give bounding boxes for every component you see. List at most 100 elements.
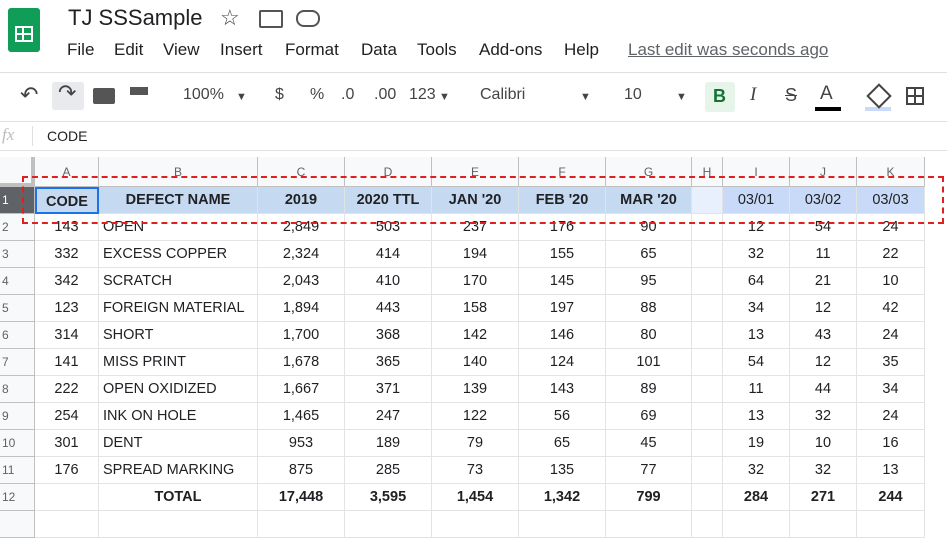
cell[interactable]: 12 [790, 349, 857, 376]
cell[interactable]: 45 [606, 430, 692, 457]
column-header[interactable]: B [99, 157, 258, 187]
column-header[interactable]: J [790, 157, 857, 187]
cell[interactable] [692, 295, 723, 322]
cell[interactable]: 77 [606, 457, 692, 484]
cell[interactable] [692, 511, 723, 538]
cell[interactable]: 10 [857, 268, 925, 295]
cell[interactable]: 135 [519, 457, 606, 484]
cell[interactable] [432, 511, 519, 538]
cell[interactable] [606, 511, 692, 538]
menu-item[interactable]: Format [285, 40, 339, 59]
cell[interactable]: 12 [790, 295, 857, 322]
cell[interactable]: 285 [345, 457, 432, 484]
cell[interactable]: 32 [790, 457, 857, 484]
cell[interactable]: 42 [857, 295, 925, 322]
cell[interactable] [519, 511, 606, 538]
cell[interactable]: 35 [857, 349, 925, 376]
cell[interactable]: 34 [857, 376, 925, 403]
cell[interactable]: 44 [790, 376, 857, 403]
menu-item[interactable]: Data [361, 40, 397, 59]
cell[interactable]: 1,678 [258, 349, 345, 376]
cell[interactable]: 13 [723, 403, 790, 430]
cell[interactable]: 95 [606, 268, 692, 295]
cell[interactable]: 194 [432, 241, 519, 268]
cell[interactable]: 03/01 [723, 187, 790, 214]
cell[interactable] [258, 511, 345, 538]
cell[interactable]: 141 [35, 349, 99, 376]
number-format[interactable]: 123 [409, 86, 436, 103]
cell[interactable]: 10 [790, 430, 857, 457]
row-header[interactable] [0, 511, 35, 538]
cell[interactable]: 2,043 [258, 268, 345, 295]
cell[interactable]: TOTAL [99, 484, 258, 511]
column-header[interactable]: F [519, 157, 606, 187]
cell[interactable]: 2019 [258, 187, 345, 214]
cell[interactable]: 170 [432, 268, 519, 295]
cell[interactable] [692, 430, 723, 457]
cell[interactable] [692, 484, 723, 511]
cell[interactable]: 64 [723, 268, 790, 295]
row-header[interactable]: 7 [0, 349, 35, 376]
cell[interactable]: 2020 TTL [345, 187, 432, 214]
cell[interactable]: 244 [857, 484, 925, 511]
cell[interactable]: 176 [35, 457, 99, 484]
cell[interactable]: 122 [432, 403, 519, 430]
cell[interactable]: 43 [790, 322, 857, 349]
cell[interactable] [857, 511, 925, 538]
cell[interactable]: 284 [723, 484, 790, 511]
cell[interactable]: 222 [35, 376, 99, 403]
cell[interactable]: 1,454 [432, 484, 519, 511]
cell[interactable] [692, 322, 723, 349]
sheets-logo[interactable] [8, 8, 40, 52]
cell[interactable]: OPEN OXIDIZED [99, 376, 258, 403]
column-header[interactable]: I [723, 157, 790, 187]
cell[interactable]: 953 [258, 430, 345, 457]
cell[interactable]: 65 [606, 241, 692, 268]
strikethrough-button[interactable]: S [785, 85, 798, 105]
italic-button[interactable]: I [750, 84, 757, 105]
cell[interactable]: 158 [432, 295, 519, 322]
row-header[interactable]: 4 [0, 268, 35, 295]
print-icon[interactable] [93, 88, 115, 104]
cell[interactable]: 1,667 [258, 376, 345, 403]
cell[interactable] [35, 484, 99, 511]
cell[interactable]: 254 [35, 403, 99, 430]
cell[interactable]: 143 [519, 376, 606, 403]
cell[interactable] [692, 241, 723, 268]
cell[interactable] [692, 457, 723, 484]
decrease-decimal[interactable]: .0 [341, 86, 355, 103]
row-header[interactable]: 9 [0, 403, 35, 430]
cell[interactable]: 11 [723, 376, 790, 403]
cell[interactable]: EXCESS COPPER [99, 241, 258, 268]
cell[interactable]: 145 [519, 268, 606, 295]
cell[interactable]: 32 [790, 403, 857, 430]
cell[interactable]: 2,324 [258, 241, 345, 268]
cell[interactable]: MAR '20 [606, 187, 692, 214]
cell[interactable]: 139 [432, 376, 519, 403]
row-header[interactable]: 5 [0, 295, 35, 322]
cell[interactable]: 32 [723, 241, 790, 268]
cell[interactable]: 3,595 [345, 484, 432, 511]
cell[interactable]: DEFECT NAME [99, 187, 258, 214]
cell[interactable]: 365 [345, 349, 432, 376]
menu-item[interactable]: Help [564, 40, 599, 59]
cell[interactable]: 332 [35, 241, 99, 268]
move-icon[interactable] [259, 10, 283, 28]
cell[interactable]: 11 [790, 241, 857, 268]
cell[interactable]: 1,465 [258, 403, 345, 430]
menu-item[interactable]: View [163, 40, 200, 59]
undo-icon[interactable]: ↶ [20, 82, 39, 107]
cell[interactable]: 414 [345, 241, 432, 268]
cell[interactable] [790, 511, 857, 538]
cell[interactable]: 101 [606, 349, 692, 376]
cell[interactable]: MISS PRINT [99, 349, 258, 376]
star-icon[interactable]: ☆ [220, 5, 240, 30]
menu-item[interactable]: File [67, 40, 95, 59]
cell[interactable]: 13 [857, 457, 925, 484]
column-header[interactable]: H [692, 157, 723, 187]
cell[interactable]: SCRATCH [99, 268, 258, 295]
row-header[interactable]: 2 [0, 214, 35, 241]
column-header[interactable]: A [35, 157, 99, 187]
dropdown-arrow[interactable]: ▼ [236, 91, 247, 103]
cell[interactable]: 124 [519, 349, 606, 376]
